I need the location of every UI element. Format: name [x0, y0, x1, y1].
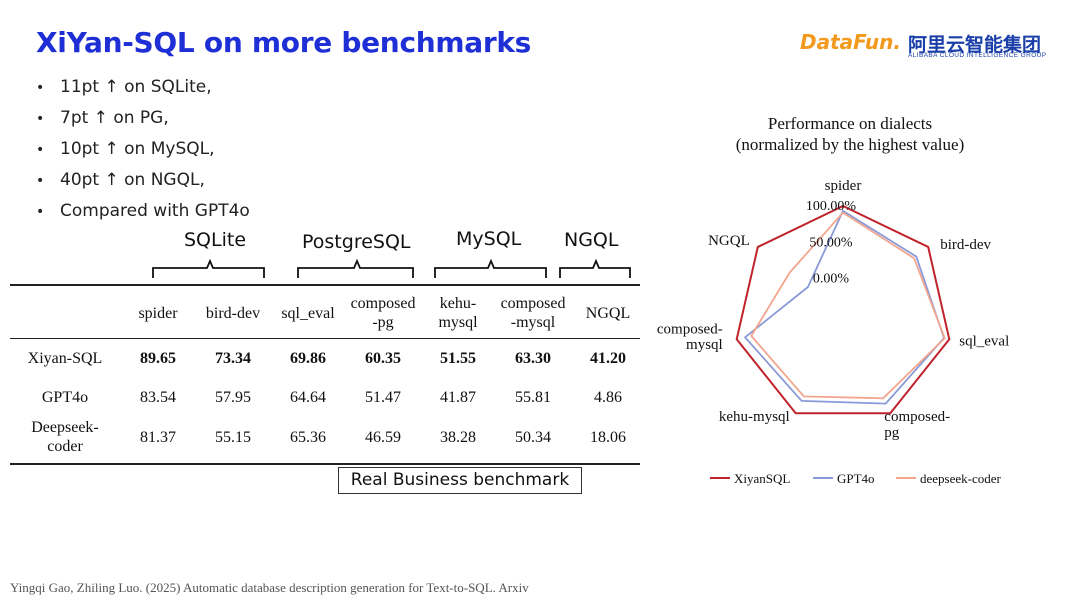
- bullet-item: • Compared with GPT4o: [36, 196, 250, 227]
- table-cell: 41.20: [590, 349, 626, 367]
- bullet-text: 10pt ↑ on MySQL,: [60, 139, 215, 159]
- group-label-postgresql: PostgreSQL: [302, 231, 411, 253]
- group-label-sqlite: SQLite: [184, 229, 247, 251]
- axis-label: spider: [825, 178, 862, 194]
- axis-label: composed-pg: [884, 409, 950, 441]
- bullet-list: • 11pt ↑ on SQLite, • 7pt ↑ on PG, • 10pt ↑…: [36, 72, 250, 227]
- bullet-dot-icon: •: [36, 80, 45, 96]
- series-line-xiyansql: [735, 204, 951, 415]
- tick-label: 100.00%: [806, 199, 857, 214]
- bullet-item: • 7pt ↑ on PG,: [36, 103, 250, 134]
- table-cell: 51.47: [365, 388, 401, 406]
- bullet-item: • 40pt ↑ on NGQL,: [36, 165, 250, 196]
- group-label-ngql: NGQL: [564, 229, 619, 251]
- table-cell: 69.86: [290, 349, 326, 367]
- table-cell: 50.34: [515, 428, 551, 446]
- table-cell: 81.37: [140, 428, 176, 446]
- table-header-cell: NGQL: [585, 304, 631, 322]
- tick-label: 0.00%: [813, 272, 850, 287]
- table-cell: 63.30: [515, 349, 551, 367]
- chart-title: Performance on dialects: [768, 114, 932, 133]
- table-cell: 46.59: [365, 428, 401, 446]
- bullet-item: • 10pt ↑ on MySQL,: [36, 134, 250, 165]
- legend-label: GPT4o: [837, 471, 875, 486]
- brace-ngql: [559, 258, 631, 278]
- table-cell: 73.34: [215, 349, 251, 367]
- alibaba-cloud-logo: 阿里云智能集团: [908, 34, 1042, 56]
- group-label-mysql: MySQL: [456, 228, 522, 250]
- axis-label: sql_eval: [959, 333, 1009, 349]
- table-cell: 65.36: [290, 428, 326, 446]
- bullet-dot-icon: •: [36, 142, 45, 158]
- alibaba-cloud-subtitle: ALIBABA CLOUD INTELLIGENCE GROUP: [908, 52, 1047, 59]
- table-cell: 18.06: [590, 428, 626, 446]
- table-cell: 55.15: [215, 428, 251, 446]
- table-bottom-rule: [10, 463, 640, 465]
- tick-label: 50.00%: [809, 235, 853, 250]
- table-cell: 89.65: [140, 349, 176, 367]
- axis-label: NGQL: [708, 233, 750, 249]
- table-cell: 64.64: [290, 388, 326, 406]
- table-header-cell: sql_eval: [281, 304, 335, 322]
- brace-mysql: [434, 258, 547, 278]
- bullet-dot-icon: •: [36, 204, 45, 220]
- logo: DataFun. 阿里云智能集团 ALIBABA CLOUD INTELLIGE…: [800, 30, 1050, 66]
- table-cell: 4.86: [594, 388, 622, 406]
- bullet-text: 40pt ↑ on NGQL,: [60, 170, 205, 190]
- table-header-cell: composed -pg: [350, 295, 416, 331]
- axis-label: composed-mysql: [657, 321, 723, 353]
- radar-chart: Performance on dialects (normalized by th…: [657, 114, 1009, 486]
- bullet-item: • 11pt ↑ on SQLite,: [36, 72, 250, 103]
- table-row-label: GPT4o: [41, 388, 89, 406]
- table-cell: 57.95: [215, 388, 251, 406]
- axis-label: kehu-mysql: [719, 409, 790, 425]
- series-line-deepseek-coder: [750, 211, 946, 400]
- bullet-text: 11pt ↑ on SQLite,: [60, 77, 212, 97]
- brace-sqlite: [152, 258, 265, 278]
- real-business-label: Real Business benchmark: [338, 467, 582, 494]
- chart-subtitle: (normalized by the highest value): [736, 135, 964, 154]
- table-cell: 60.35: [365, 349, 401, 367]
- table-header-cell: kehu-mysql: [438, 295, 478, 331]
- legend-label: XiyanSQL: [734, 471, 790, 486]
- axis-label: bird-dev: [940, 237, 991, 253]
- table-top-rule: [10, 284, 640, 286]
- bullet-dot-icon: •: [36, 111, 45, 127]
- table-header-rule: [10, 338, 640, 339]
- table-cell: 55.81: [515, 388, 551, 406]
- datafun-logo: DataFun.: [800, 30, 901, 54]
- table-cell: 41.87: [440, 388, 476, 406]
- table-header-cell: spider: [138, 304, 178, 322]
- series-line-gpt4o: [743, 209, 946, 405]
- citation-footer: Yingqi Gao, Zhiling Luo. (2025) Automati…: [10, 580, 529, 595]
- legend-label: deepseek-coder: [920, 471, 1002, 486]
- bullet-dot-icon: •: [36, 173, 45, 189]
- brace-postgresql: [297, 258, 414, 278]
- table-header-cell: bird-dev: [205, 304, 261, 322]
- bullet-text: Compared with GPT4o: [60, 201, 250, 221]
- table-cell: 38.28: [440, 428, 476, 446]
- group-braces: [152, 258, 631, 278]
- table-cell: 51.55: [440, 349, 476, 367]
- table-cell: 83.54: [140, 388, 176, 406]
- table-row-label: Xiyan-SQL: [27, 349, 103, 367]
- slide-title: XiYan-SQL on more benchmarks: [36, 26, 532, 59]
- bullet-text: 7pt ↑ on PG,: [60, 108, 169, 128]
- table-row-label: Deepseek-coder: [31, 419, 99, 455]
- table-header-cell: composed -mysql: [500, 295, 566, 331]
